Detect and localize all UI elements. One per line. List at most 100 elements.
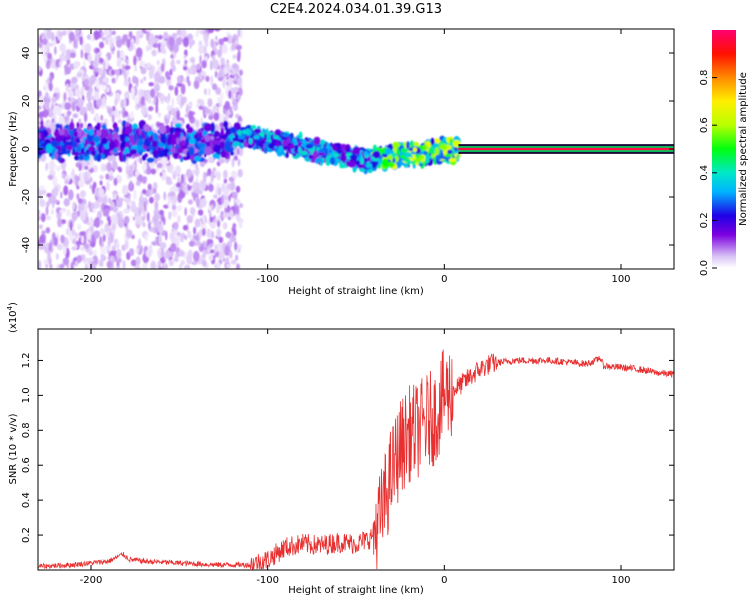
noise-blob (219, 92, 224, 101)
trace-blob (268, 142, 274, 150)
noise-blob (55, 165, 61, 172)
noise-blob (74, 244, 78, 249)
trace-blob (288, 143, 295, 150)
noise-blob (50, 208, 54, 215)
noise-blob (220, 57, 226, 65)
noise-blob (176, 82, 183, 87)
spectrogram-y-ticks: -40 -20 0 20 40 (21, 47, 674, 253)
noise-blob (45, 162, 49, 171)
noise-blob (226, 205, 231, 213)
noise-blob (171, 97, 175, 108)
noise-blob (99, 41, 105, 49)
noise-blob (197, 209, 204, 216)
noise-blob (224, 212, 230, 218)
noise-blob (160, 250, 165, 258)
band-blob (222, 120, 229, 128)
noise-blob (71, 101, 76, 112)
noise-blob (171, 32, 178, 39)
noise-blob (117, 119, 123, 124)
noise-blob (191, 186, 194, 193)
snr-y-multiplier-base: (x10 (8, 310, 19, 333)
noise-blob (177, 75, 183, 84)
band-blob (120, 141, 126, 149)
noise-blob (209, 249, 215, 254)
band-blob (158, 149, 165, 158)
colorbar-ticks: 0.0 0.2 0.4 0.6 0.8 (699, 70, 717, 276)
snr-y-multiplier-exp: 4 (6, 305, 14, 310)
trace-blob (266, 134, 271, 140)
noise-blob (42, 37, 48, 46)
noise-blob (170, 108, 175, 115)
noise-blob (95, 78, 100, 90)
noise-blob (45, 205, 49, 216)
noise-blob (98, 188, 105, 198)
noise-blob (218, 236, 224, 244)
noise-blob (139, 157, 143, 164)
noise-blob (100, 253, 104, 263)
noise-blob (167, 92, 171, 102)
y-tick-label: 40 (21, 47, 32, 60)
noise-blob (79, 231, 86, 236)
noise-blob (196, 63, 201, 71)
noise-blob (217, 187, 222, 196)
noise-blob (45, 227, 51, 234)
x-tick-label: 100 (611, 575, 630, 586)
noise-blob (180, 83, 186, 95)
noise-blob (152, 214, 159, 224)
noise-blob (41, 230, 46, 235)
noise-blob (227, 77, 234, 87)
noise-blob (98, 228, 106, 235)
noise-blob (208, 115, 214, 120)
trace-blob (248, 137, 253, 145)
noise-blob (65, 83, 69, 93)
snr-y-multiplier-close: ) (8, 302, 19, 306)
noise-blob (218, 113, 225, 124)
noise-blob (203, 220, 207, 230)
noise-blob (142, 176, 147, 185)
noise-blob (93, 230, 101, 239)
noise-blob (128, 31, 133, 38)
noise-blob (76, 72, 83, 78)
band-blob (176, 137, 180, 146)
band-blob (112, 131, 119, 141)
noise-blob (222, 108, 227, 115)
noise-blob (38, 260, 42, 269)
noise-blob (63, 92, 67, 102)
noise-blob (170, 168, 175, 175)
noise-blob (179, 237, 184, 243)
noise-blob (110, 249, 117, 257)
noise-blob (105, 173, 110, 180)
noise-blob (186, 254, 193, 265)
noise-blob (38, 117, 41, 123)
noise-blob (115, 248, 122, 259)
noise-blob (104, 207, 110, 217)
noise-blob (232, 63, 238, 70)
noise-blob (200, 198, 207, 208)
snr-x-ticks: -200 -100 0 100 (80, 329, 631, 586)
noise-blob (225, 263, 231, 269)
noise-blob (216, 220, 221, 228)
trace-blob (447, 149, 453, 155)
noise-blob (212, 59, 219, 70)
trace-blob (285, 152, 289, 159)
trace-blob (412, 147, 418, 153)
noise-blob (101, 83, 104, 91)
noise-blob (54, 46, 57, 55)
noise-blob (115, 113, 121, 119)
noise-blob (49, 73, 53, 84)
noise-blob (68, 31, 75, 42)
noise-blob (236, 148, 240, 155)
noise-blob (47, 42, 54, 47)
noise-blob (138, 238, 141, 250)
trace-blob (377, 162, 382, 169)
band-blob (92, 135, 101, 143)
noise-blob (115, 241, 120, 250)
noise-blob (60, 191, 63, 199)
noise-blob (173, 229, 179, 236)
noise-blob (199, 179, 207, 191)
noise-blob (159, 209, 164, 216)
noise-blob (40, 213, 46, 223)
noise-blob (223, 178, 228, 184)
trace-blob (312, 150, 318, 158)
x-tick-label: -100 (256, 575, 279, 586)
